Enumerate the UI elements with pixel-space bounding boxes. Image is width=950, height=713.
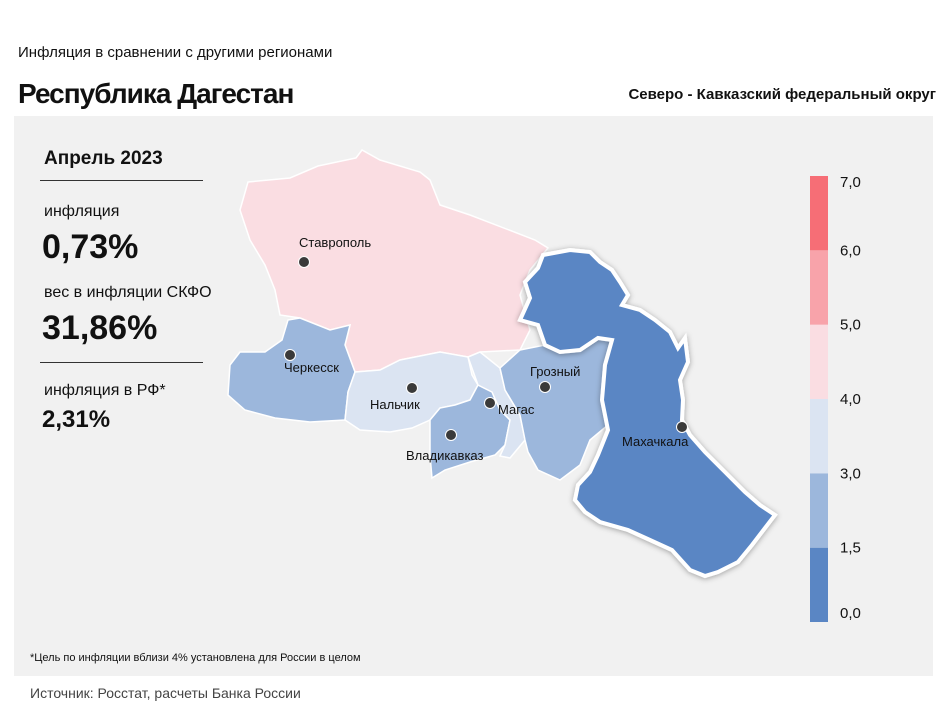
region-dagestan[interactable] xyxy=(517,247,778,579)
legend-band xyxy=(810,176,828,251)
weight-value: 31,86% xyxy=(42,309,158,347)
city-grozny[interactable]: Грозный xyxy=(530,364,580,393)
legend-tick-label: 5,0 xyxy=(840,317,861,334)
legend-tick-label: 6,0 xyxy=(840,242,861,259)
inflation-value: 0,73% xyxy=(42,228,139,266)
page-subtitle: Инфляция в сравнении с другими регионами xyxy=(18,44,333,61)
legend-band xyxy=(810,250,828,325)
city-dot xyxy=(676,421,688,433)
legend-tick-label: 7,0 xyxy=(840,174,861,191)
legend-band xyxy=(810,473,828,548)
city-dot xyxy=(539,381,551,393)
city-dot xyxy=(406,382,418,394)
city-label-vladikavkaz: Владикавказ xyxy=(406,448,484,463)
legend-tick-label: 3,0 xyxy=(840,465,861,482)
rf-inflation-label: инфляция в РФ* xyxy=(44,382,166,399)
city-label-grozny: Грозный xyxy=(530,364,580,379)
weight-label: вес в инфляции СКФО xyxy=(44,284,212,301)
period-label: Апрель 2023 xyxy=(44,148,163,169)
city-label-stavropol: Ставрополь xyxy=(299,235,371,250)
city-cherkessk[interactable]: Черкесск xyxy=(284,349,339,376)
region-ingushetia[interactable] xyxy=(467,351,526,459)
footnote: *Цель по инфляции вблизи 4% установлена … xyxy=(30,652,361,664)
legend-tick-label: 0,0 xyxy=(840,605,861,622)
city-dot xyxy=(284,349,296,361)
divider-bottom xyxy=(40,362,203,363)
city-vladikavkaz[interactable]: Владикавказ xyxy=(406,429,484,464)
legend-band xyxy=(810,399,828,474)
city-dot xyxy=(484,397,496,409)
city-label-makhachkala: Махачкала xyxy=(622,434,689,449)
region-stavropol[interactable] xyxy=(239,149,550,373)
source-note: Источник: Росстат, расчеты Банка России xyxy=(30,685,301,701)
inflation-label: инфляция xyxy=(44,203,120,220)
city-nalchik[interactable]: Нальчик xyxy=(370,382,420,413)
legend-band xyxy=(810,324,828,399)
city-dot xyxy=(298,256,310,268)
region-karachay-cherkessia[interactable] xyxy=(227,317,356,423)
city-stavropol[interactable]: Ставрополь xyxy=(298,235,372,268)
rf-inflation-value: 2,31% xyxy=(42,406,111,433)
city-label-cherkessk: Черкесск xyxy=(284,360,339,375)
city-magas[interactable]: Магас xyxy=(484,397,535,418)
legend-tick-label: 4,0 xyxy=(840,391,861,408)
city-dot xyxy=(445,429,457,441)
city-makhachkala[interactable]: Махачкала xyxy=(622,421,689,450)
color-legend: 0,0 1,5 3,0 4,0 5,0 6,0 7,0 xyxy=(810,174,861,622)
city-label-nalchik: Нальчик xyxy=(370,397,420,412)
district-name: Северо - Кавказский федеральный округ xyxy=(628,86,936,103)
page-title: Республика Дагестан xyxy=(18,78,294,109)
city-label-magas: Магас xyxy=(498,402,535,417)
legend-tick-label: 1,5 xyxy=(840,540,861,557)
divider-top xyxy=(40,180,203,181)
legend-band xyxy=(810,547,828,622)
